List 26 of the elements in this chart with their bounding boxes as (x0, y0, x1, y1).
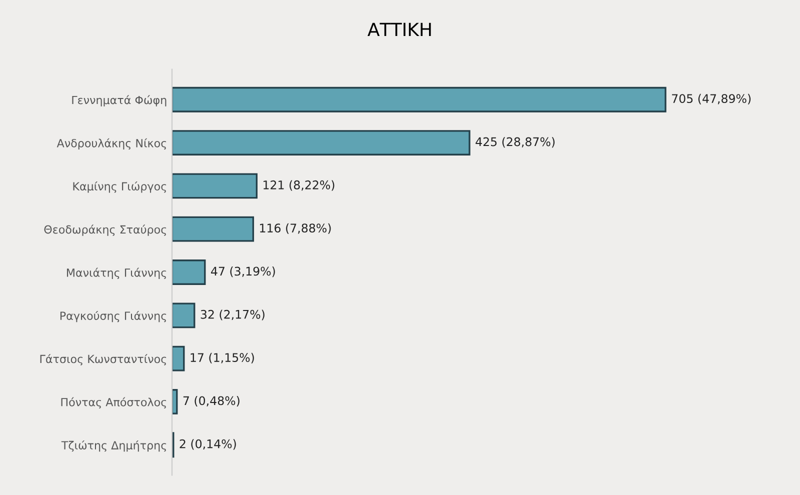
data-label: 32 (2,17%) (200, 310, 264, 320)
y-tick-label: Καμίνης Γιώργος (73, 181, 166, 193)
y-tick-label: Γάτσιος Κωνσταντίνος (40, 354, 166, 366)
y-tick-label: Τζιώτης Δημήτρης (61, 440, 166, 452)
bar (172, 86, 666, 112)
data-label: 7 (0,48%) (183, 396, 240, 407)
y-tick-label: Πόντας Απόστολος (61, 397, 166, 408)
data-label: 116 (7,88%) (260, 223, 331, 234)
y-tick-label: Θεοδωράκης Σταύρος (44, 224, 166, 236)
bar (172, 346, 185, 372)
data-label: 121 (8,22%) (264, 180, 334, 191)
bar (172, 130, 470, 156)
data-label: 2 (0,14%) (180, 439, 236, 450)
bar (172, 216, 254, 242)
data-label: 425 (28,87%) (476, 137, 555, 148)
data-label: 705 (47,89%) (672, 94, 751, 104)
bar (172, 173, 258, 199)
chart-title: ΑΤΤΙΚΗ (368, 22, 431, 36)
y-tick-label: Ανδρουλάκης Νίκος (56, 138, 166, 150)
data-label: 47 (3,19%) (211, 266, 275, 278)
y-tick-label: Ραγκούσης Γιάννης (60, 310, 166, 322)
data-label: 17 (1,15%) (190, 352, 254, 364)
y-tick-label: Μανιάτης Γιάννης (66, 268, 166, 280)
bar (172, 302, 196, 328)
y-tick-label: Γεννηματά Φώφη (72, 95, 166, 106)
bar (172, 260, 206, 285)
